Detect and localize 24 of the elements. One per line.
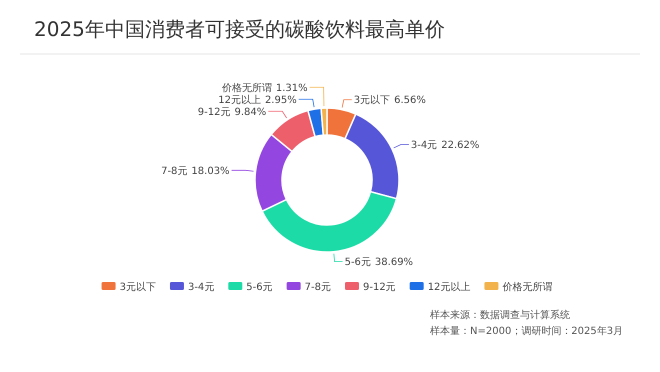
- text: 样本量：N=2000；调研时间：2025年3月: [430, 325, 624, 337]
- legend-label: 价格无所谓: [501, 281, 552, 293]
- slice-label: 3-4元: [410, 140, 438, 151]
- legend-label: 12元以上: [428, 281, 470, 293]
- data-label: 18.03%: [191, 166, 230, 177]
- data-label: 38.69%: [374, 257, 414, 268]
- data-label: 2.95%: [264, 94, 297, 106]
- legend-label: 3-4元: [188, 282, 214, 293]
- data-label: 9.84%: [234, 106, 266, 118]
- slice-label: 3元以下: [354, 94, 390, 106]
- legend-label: 7-8元: [304, 282, 331, 293]
- legend-label: 9-12元: [362, 282, 396, 293]
- legend-label: 3元以下: [120, 281, 156, 293]
- slice-label: 5-6元: [344, 257, 371, 268]
- slice-label: 7-8元: [161, 166, 188, 177]
- text: 样本来源：数据调查与计算系统: [430, 309, 570, 321]
- data-label: 22.62%: [441, 140, 480, 151]
- legend-label: 5-6元: [246, 282, 273, 293]
- data-label: 1.31%: [276, 82, 308, 94]
- slice-label: 9-12元: [198, 106, 230, 118]
- slice-label: 价格无所谓: [220, 82, 272, 94]
- slice-label: 12元以上: [218, 94, 261, 106]
- chart-title: 2025年中国消费者可接受的碳酸饮料最高单价: [34, 17, 445, 41]
- data-label: 6.56%: [394, 95, 426, 106]
